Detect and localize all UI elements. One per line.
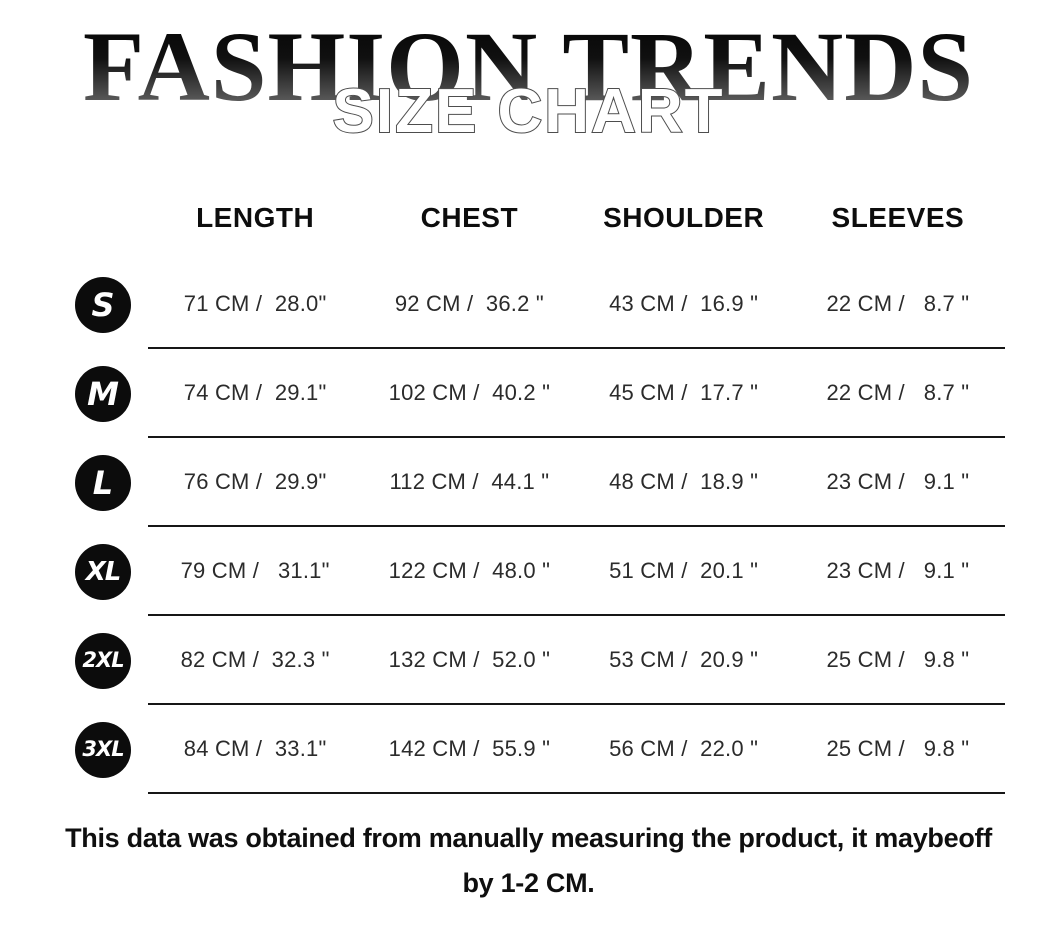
cell-length: 74 CM / 29.1" xyxy=(183,379,327,405)
size-badge-l: L xyxy=(75,454,131,511)
row-cells: 76 CM / 29.9" 112 CM / 44.1 " 48 CM / 18… xyxy=(148,438,1005,527)
size-chart-table: LENGTH CHEST SHOULDER SLEEVES S 71 CM / … xyxy=(75,180,1005,794)
cell-chest: 112 CM / 44.1 " xyxy=(389,468,550,494)
size-chart-subtitle: SIZE CHART xyxy=(332,76,725,147)
size-badge-cell: M xyxy=(75,349,148,438)
size-badge-cell: L xyxy=(75,438,148,527)
size-badge-cell: 2XL xyxy=(75,616,148,705)
row-cells: 74 CM / 29.1" 102 CM / 40.2 " 45 CM / 17… xyxy=(148,349,1005,438)
table-row-m: M 74 CM / 29.1" 102 CM / 40.2 " 45 CM / … xyxy=(75,349,1005,438)
cell-shoulder: 56 CM / 22.0 " xyxy=(609,735,759,761)
cell-chest: 92 CM / 36.2 " xyxy=(394,290,544,316)
brand-title: FASHION TRENDS xyxy=(82,11,975,122)
cell-shoulder: 45 CM / 17.7 " xyxy=(609,379,759,405)
size-badge-m: M xyxy=(75,365,131,422)
table-header-cells: LENGTH CHEST SHOULDER SLEEVES xyxy=(148,180,1005,260)
cell-sleeves: 25 CM / 9.8 " xyxy=(826,735,970,761)
cell-shoulder: 43 CM / 16.9 " xyxy=(609,290,759,316)
table-row-s: S 71 CM / 28.0" 92 CM / 36.2 " 43 CM / 1… xyxy=(75,260,1005,349)
cell-chest: 142 CM / 55.9 " xyxy=(388,735,551,761)
row-cells: 82 CM / 32.3 " 132 CM / 52.0 " 53 CM / 2… xyxy=(148,616,1005,705)
cell-sleeves: 22 CM / 8.7 " xyxy=(826,379,970,405)
cell-shoulder: 48 CM / 18.9 " xyxy=(609,468,759,494)
size-badge-xl: XL xyxy=(75,543,131,600)
table-row-2xl: 2XL 82 CM / 32.3 " 132 CM / 52.0 " 53 CM… xyxy=(75,616,1005,705)
row-cells: 79 CM / 31.1" 122 CM / 48.0 " 51 CM / 20… xyxy=(148,527,1005,616)
cell-sleeves: 23 CM / 9.1 " xyxy=(826,557,970,583)
cell-length: 82 CM / 32.3 " xyxy=(180,646,330,672)
table-header-row: LENGTH CHEST SHOULDER SLEEVES xyxy=(75,180,1005,260)
column-header-chest: CHEST xyxy=(420,202,519,233)
header-size-column-spacer xyxy=(75,180,148,260)
row-cells: 84 CM / 33.1" 142 CM / 55.9 " 56 CM / 22… xyxy=(148,705,1005,794)
cell-length: 71 CM / 28.0" xyxy=(183,290,327,316)
table-row-3xl: 3XL 84 CM / 33.1" 142 CM / 55.9 " 56 CM … xyxy=(75,705,1005,794)
cell-chest: 102 CM / 40.2 " xyxy=(388,379,551,405)
column-header-shoulder: SHOULDER xyxy=(603,202,765,233)
column-header-length: LENGTH xyxy=(196,202,315,233)
table-row-xl: XL 79 CM / 31.1" 122 CM / 48.0 " 51 CM /… xyxy=(75,527,1005,616)
cell-chest: 132 CM / 52.0 " xyxy=(388,646,551,672)
cell-chest: 122 CM / 48.0 " xyxy=(388,557,551,583)
size-badge-3xl: 3XL xyxy=(75,721,131,778)
cell-length: 79 CM / 31.1" xyxy=(180,557,330,583)
cell-shoulder: 51 CM / 20.1 " xyxy=(609,557,759,583)
size-badge-s: S xyxy=(75,276,131,333)
cell-sleeves: 23 CM / 9.1 " xyxy=(826,468,970,494)
table-row-l: L 76 CM / 29.9" 112 CM / 44.1 " 48 CM / … xyxy=(75,438,1005,527)
disclaimer: This data was obtained from manually mea… xyxy=(0,816,1057,906)
header: FASHION TRENDS SIZE CHART xyxy=(0,0,1057,172)
disclaimer-line1: This data was obtained from manually mea… xyxy=(65,823,992,853)
row-cells: 71 CM / 28.0" 92 CM / 36.2 " 43 CM / 16.… xyxy=(148,260,1005,349)
cell-length: 76 CM / 29.9" xyxy=(183,468,327,494)
size-badge-cell: 3XL xyxy=(75,705,148,794)
size-badge-cell: S xyxy=(75,260,148,349)
size-badge-cell: XL xyxy=(75,527,148,616)
column-header-sleeves: SLEEVES xyxy=(831,202,965,233)
cell-shoulder: 53 CM / 20.9 " xyxy=(609,646,759,672)
cell-length: 84 CM / 33.1" xyxy=(183,735,327,761)
cell-sleeves: 22 CM / 8.7 " xyxy=(826,290,970,316)
disclaimer-line2: by 1-2 CM. xyxy=(462,868,595,898)
size-badge-2xl: 2XL xyxy=(75,632,131,689)
cell-sleeves: 25 CM / 9.8 " xyxy=(826,646,970,672)
